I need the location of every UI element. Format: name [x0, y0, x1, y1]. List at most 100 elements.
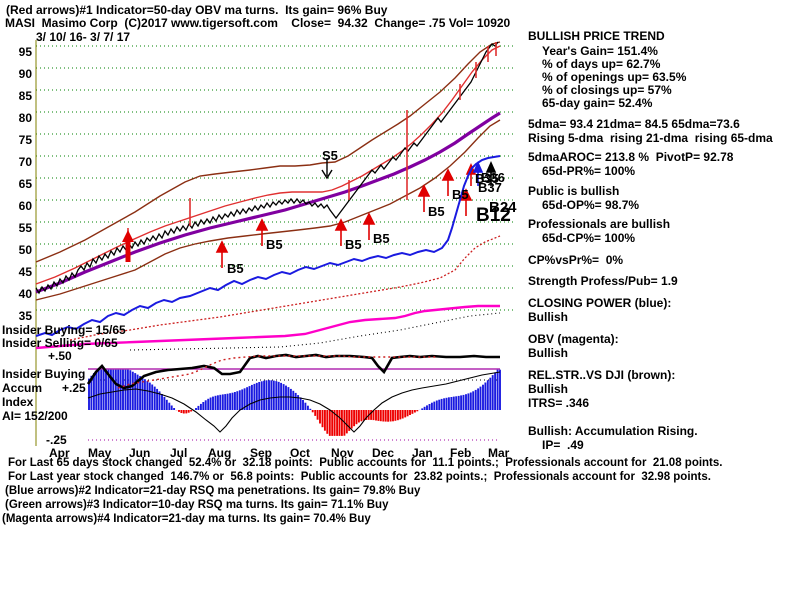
arrow-blue-1 — [472, 161, 484, 186]
info-65d-pr: 65d-PR%= 100% — [542, 164, 636, 178]
info-relstr-title: REL.STR..VS DJI (brown): — [528, 368, 676, 382]
info-ip: IP= .49 — [542, 438, 584, 452]
y-tick-50: 50 — [18, 243, 32, 257]
x-tick-jul: Jul — [170, 446, 188, 460]
info-itrs: ITRS= .346 — [528, 396, 590, 410]
signal-label-b5-5: B5 — [452, 187, 469, 202]
analysis-info-panel: BULLISH PRICE TREND Year's Gain= 151.4% … — [528, 29, 796, 452]
y-tick-95: 95 — [18, 45, 32, 59]
price-y-axis: 95 90 85 80 75 70 65 60 55 50 45 40 35 — [0, 40, 32, 340]
info-dma-values: 5dma= 93.4 21dma= 84.5 65dma=73.6 — [528, 117, 740, 131]
signal-label-b5-3: B5 — [373, 231, 390, 246]
closing-power-line — [35, 155, 501, 337]
arrow-group-black — [485, 161, 497, 186]
y-tick-90: 90 — [18, 67, 32, 81]
y-tick-60: 60 — [18, 199, 32, 213]
x-tick-dec: Dec — [372, 446, 395, 460]
accum-top-black-line — [86, 353, 500, 390]
arrow-black-1 — [485, 161, 497, 186]
info-openings-up: % of openings up= 63.5% — [542, 70, 687, 84]
ticker-symbol: MASI — [5, 16, 35, 30]
info-65day-gain: 65-day gain= 52.4% — [542, 96, 653, 110]
info-public-bullish: Public is bullish — [528, 184, 620, 198]
accum-index-line — [87, 371, 501, 433]
y-tick-45: 45 — [18, 265, 32, 279]
signal-label-b35-7: B35 — [475, 171, 499, 186]
closing-power-ma-dotted — [69, 235, 501, 341]
info-obv-title: OBV (magenta): — [528, 332, 619, 346]
accum-ma-dotted-red — [117, 355, 438, 389]
price-chart-canvas — [35, 40, 514, 446]
x-tick-jan: Jan — [412, 446, 433, 460]
arrow-b5-6 — [441, 168, 455, 196]
date-range-label: 3/ 10/ 16- 3/ 7/ 17 — [36, 30, 131, 44]
x-tick-jun: Jun — [129, 446, 151, 460]
info-years-gain: Year's Gain= 151.4% — [542, 44, 658, 58]
signal-label-b24-11: B24 — [489, 199, 517, 216]
copyright-notice: (C)2017 www.tigersoft.com — [124, 16, 278, 30]
arrow-s5-sell — [321, 158, 333, 180]
accumulation-bars — [88, 369, 501, 436]
y-tick-55: 55 — [18, 221, 32, 235]
y-tick-35: 35 — [18, 309, 32, 323]
scale-plus-twentyfive: +.25 — [62, 381, 86, 395]
arrow-b5-5 — [417, 184, 431, 212]
accum-index-value: AI= 152/200 — [2, 409, 68, 423]
arrow-b5-2 — [255, 218, 269, 246]
x-tick-nov: Nov — [331, 446, 354, 460]
x-tick-feb: Feb — [450, 446, 472, 460]
info-rising-dma: Rising 5-dma rising 21-dma rising 65-dma — [528, 131, 773, 145]
signal-label-s5-6: S5 — [322, 148, 338, 163]
footer-notes: For Last 65 days stock changed 52.4% or … — [0, 457, 800, 538]
info-days-up: % of days up= 62.7% — [542, 57, 661, 71]
arrow-group-red — [215, 163, 477, 268]
volume: Vol= 10920 — [448, 16, 511, 30]
x-tick-mar: Mar — [488, 446, 510, 460]
info-closings-up: % of closings up= 57% — [542, 83, 672, 97]
company-name: Masimo Corp — [41, 16, 118, 30]
signal-label-b5-4: B5 — [428, 204, 445, 219]
bollinger-upper-band — [35, 41, 501, 263]
signal-label-b12-10: B12 — [476, 205, 511, 226]
info-strength: Strength Profess/Pub= 1.9 — [528, 274, 678, 288]
x-tick-apr: Apr — [49, 446, 70, 460]
scale-plus-fifty: +.50 — [48, 349, 72, 363]
x-tick-oct: Oct — [290, 446, 311, 460]
y-tick-40: 40 — [18, 287, 32, 301]
note-indicator-2: (Blue arrows)#2 Indicator=21-day RSQ ma … — [5, 485, 421, 497]
close-price: Close= 94.32 — [291, 16, 368, 30]
x-tick-may: May — [88, 446, 112, 460]
info-closing-power-title: CLOSING POWER (blue): — [528, 296, 672, 310]
accum-label-line3: Index — [2, 395, 34, 409]
info-obv-value: Bullish — [528, 346, 569, 360]
arrow-b5-3 — [334, 218, 348, 246]
bollinger-lower-band — [35, 119, 501, 301]
indicator-1-header: (Red arrows)#1 Indicator=50-day OBV ma t… — [6, 3, 388, 17]
info-65d-cp: 65d-CP%= 100% — [542, 231, 636, 245]
y-tick-75: 75 — [18, 133, 32, 147]
arrow-b12 — [459, 188, 473, 216]
note-last-year: For Last year stock changed 146.7% or 56… — [8, 471, 711, 483]
signal-label-b5-1: B5 — [266, 237, 283, 252]
accum-label-line1: Insider Buying — [2, 367, 86, 381]
note-65-days: For Last 65 days stock changed 52.4% or … — [8, 457, 723, 469]
y-tick-85: 85 — [18, 89, 32, 103]
signal-label-b5-0: B5 — [227, 261, 244, 276]
info-closing-power-value: Bullish — [528, 310, 569, 324]
scale-minus-twentyfive: -.25 — [46, 433, 67, 447]
y-tick-70: 70 — [18, 155, 32, 169]
insider-buying-label: Insider Buying= 15/65 — [2, 323, 126, 337]
info-prof-bullish: Professionals are bullish — [528, 217, 671, 231]
arrow-buy-thick — [122, 230, 134, 262]
note-indicator-4: (Magenta arrows)#4 Indicator=21-day ma t… — [2, 513, 371, 525]
accum-label-line2: Accum — [2, 381, 43, 395]
info-relstr-value: Bullish — [528, 382, 569, 396]
note-indicator-3: (Green arrows)#3 Indicator=10-day RSQ ma… — [5, 499, 389, 511]
price-gridlines — [36, 45, 514, 311]
info-cp-vs-pr: CP%vsPr%= 0% — [528, 253, 624, 267]
price-line — [35, 41, 499, 295]
info-title: BULLISH PRICE TREND — [528, 29, 665, 43]
signal-label-b5-2: B5 — [345, 237, 362, 252]
arrow-group-blue — [472, 161, 484, 186]
